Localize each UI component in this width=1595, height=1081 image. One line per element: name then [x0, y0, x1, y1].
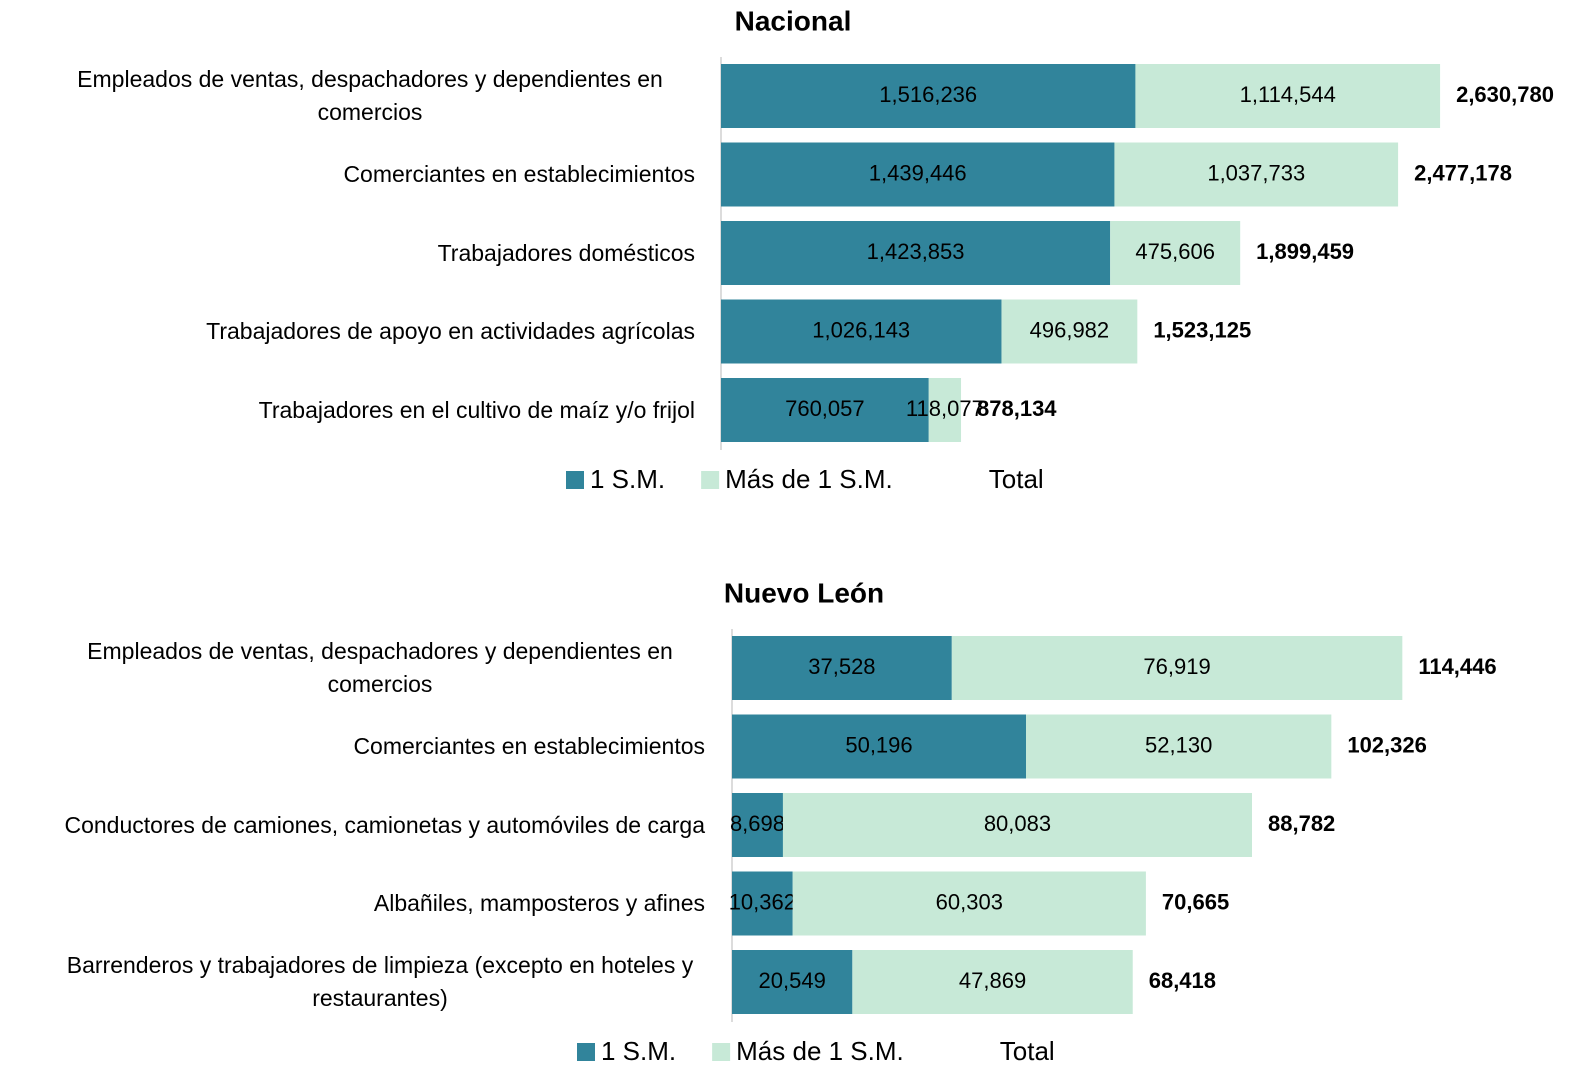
data-label: 1,439,446 — [869, 160, 967, 185]
data-label: 1,037,733 — [1207, 160, 1305, 185]
category-text: Conductores de camiones, camionetas y au… — [64, 811, 705, 838]
total-label: 88,782 — [1268, 811, 1335, 836]
category-label: Albañiles, mamposteros y afines — [5, 864, 705, 944]
category-text: Barrenderos y trabajadores de limpieza (… — [66, 952, 694, 1011]
category-label: Conductores de camiones, camionetas y au… — [5, 785, 705, 865]
data-label: 52,130 — [1145, 732, 1212, 757]
legend-swatch — [577, 1043, 595, 1061]
legend-label: 1 S.M. — [590, 464, 665, 494]
legend-label: Total — [1000, 1036, 1055, 1066]
bar-segment — [732, 714, 1027, 779]
bar-segment — [721, 378, 929, 442]
legend-label: Total — [989, 464, 1044, 494]
category-label: Empleados de ventas, despachadores y dep… — [5, 628, 705, 708]
bar-segment — [1026, 714, 1332, 779]
total-label: 878,134 — [977, 396, 1057, 421]
legend-swatch — [701, 471, 720, 489]
bar-segment — [1110, 221, 1241, 285]
chart-title: Nuevo León — [724, 577, 884, 608]
bar-segment — [792, 871, 1146, 936]
total-label: 2,630,780 — [1456, 82, 1554, 107]
bar-segment — [1135, 64, 1441, 128]
total-label: 2,477,178 — [1414, 160, 1512, 185]
data-label: 8,698 — [730, 811, 785, 836]
legend-label: Más de 1 S.M. — [725, 464, 893, 494]
legend-swatch — [712, 1043, 731, 1061]
data-label: 60,303 — [936, 889, 1003, 914]
total-label: 1,899,459 — [1256, 239, 1354, 264]
data-label: 1,423,853 — [867, 239, 965, 264]
category-text: Trabajadores de apoyo en actividades agr… — [206, 318, 695, 344]
legend-swatch — [566, 471, 584, 489]
category-text: Empleados de ventas, despachadores y dep… — [87, 638, 673, 697]
bar-segment — [732, 871, 793, 936]
category-label: Trabajadores de apoyo en actividades agr… — [0, 292, 695, 372]
data-label: 118,077 — [906, 396, 984, 421]
data-label: 496,982 — [1030, 317, 1110, 342]
total-label: 1,523,125 — [1153, 317, 1251, 342]
chart-title: Nacional — [735, 5, 852, 36]
bar-segment — [721, 299, 1002, 364]
data-label: 76,919 — [1143, 654, 1210, 679]
category-text: Albañiles, mamposteros y afines — [373, 890, 705, 916]
total-label: 102,326 — [1347, 732, 1427, 757]
bar-segment — [1001, 299, 1138, 364]
bar-segment — [928, 378, 962, 442]
data-label: 475,606 — [1135, 239, 1215, 264]
category-label: Trabajadores en el cultivo de maíz y/o f… — [0, 370, 695, 450]
bar-segment — [782, 793, 1253, 857]
legend-label: 1 S.M. — [601, 1036, 676, 1066]
data-label: 20,549 — [759, 968, 826, 993]
bar-segment — [951, 636, 1403, 700]
data-label: 1,114,544 — [1240, 82, 1336, 107]
total-label: 68,418 — [1149, 968, 1216, 993]
category-text: Empleados de ventas, despachadores y dep… — [77, 66, 663, 125]
data-label: 37,528 — [808, 654, 875, 679]
data-label: 1,516,236 — [879, 82, 977, 107]
bar-segment — [732, 793, 783, 857]
category-label: Empleados de ventas, despachadores y dep… — [0, 56, 695, 136]
category-label: Comerciantes en establecimientos — [5, 707, 705, 787]
category-label: Barrenderos y trabajadores de limpieza (… — [5, 942, 705, 1022]
category-text: Trabajadores en el cultivo de maíz y/o f… — [258, 396, 695, 423]
category-text: Trabajadores domésticos — [437, 239, 695, 266]
total-label: 114,446 — [1418, 654, 1496, 679]
data-label: 760,057 — [785, 396, 865, 421]
bar-segment — [721, 142, 1115, 207]
data-label: 1,026,143 — [812, 317, 910, 342]
data-label: 50,196 — [845, 732, 912, 757]
bar-segment — [721, 221, 1111, 285]
legend-label: Más de 1 S.M. — [736, 1036, 904, 1066]
category-text: Comerciantes en establecimientos — [343, 161, 695, 187]
total-label: 70,665 — [1162, 889, 1229, 914]
bar-segment — [852, 950, 1133, 1014]
bar-segment — [732, 636, 952, 700]
category-label: Comerciantes en establecimientos — [0, 135, 695, 215]
category-text: Comerciantes en establecimientos — [353, 733, 705, 759]
bar-segment — [721, 64, 1136, 128]
bar-segment — [732, 950, 853, 1014]
data-label: 47,869 — [959, 968, 1026, 993]
category-label: Trabajadores domésticos — [0, 213, 695, 293]
bar-segment — [1114, 142, 1399, 207]
data-label: 80,083 — [984, 811, 1051, 836]
data-label: 10,362 — [729, 889, 796, 914]
